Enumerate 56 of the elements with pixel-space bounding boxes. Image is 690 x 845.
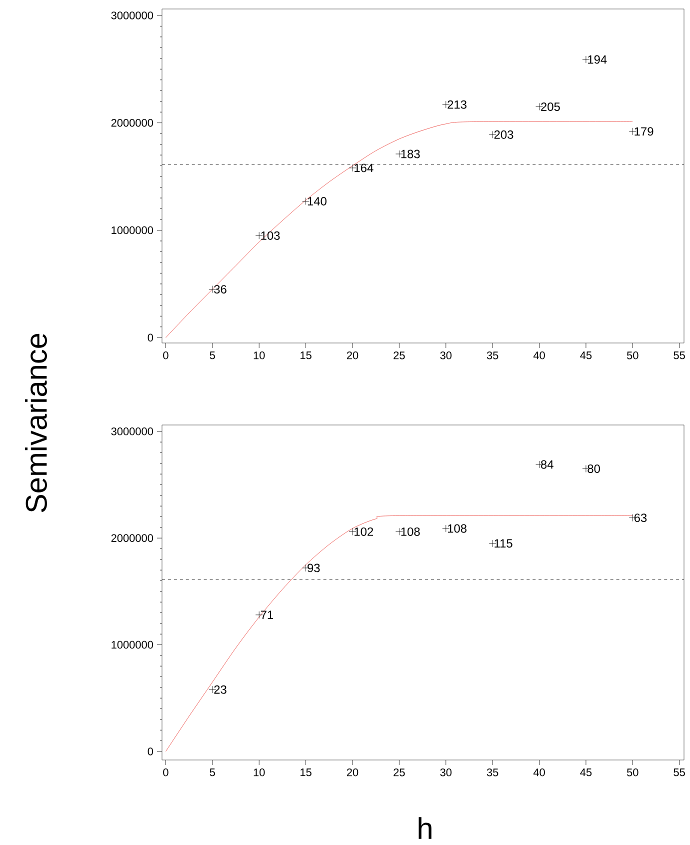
- x-axis-title: h: [418, 817, 432, 839]
- x-tick-label: 30: [440, 768, 452, 776]
- annotation: 213: [448, 100, 466, 109]
- y-tick-label: 2000000: [111, 118, 154, 127]
- x-tick-label: 10: [254, 352, 265, 360]
- annotation: 63: [634, 514, 647, 522]
- annotation: 115: [494, 539, 512, 548]
- annotation: 203: [494, 130, 514, 139]
- y-tick-label: 1000000: [112, 226, 154, 234]
- y-axis-title: Semivariance: [25, 334, 47, 512]
- x-tick-label: 55: [674, 352, 685, 360]
- annotation: 140: [308, 197, 326, 206]
- annotation: 194: [588, 55, 607, 64]
- annotation: 102: [354, 527, 374, 536]
- annotation: 179: [634, 127, 654, 136]
- x-tick-label: 5: [210, 352, 216, 360]
- x-tick-label: 50: [626, 352, 638, 360]
- annotation: 103: [261, 231, 280, 240]
- x-tick-label: 25: [394, 768, 405, 776]
- line-series: [166, 515, 633, 752]
- annotation: 36: [214, 285, 226, 294]
- x-tick-label: 15: [300, 352, 312, 360]
- annotation: 164: [354, 164, 374, 172]
- y-tick-label: 0: [148, 748, 154, 756]
- x-tick-label: 0: [163, 352, 168, 360]
- annotation: 183: [401, 150, 420, 158]
- y-tick-label: 3000000: [111, 428, 154, 436]
- x-tick-label: 35: [486, 352, 498, 360]
- y-tick-label: 2000000: [111, 534, 154, 542]
- x-tick-label: 10: [254, 768, 265, 776]
- x-tick-label: 40: [533, 352, 545, 360]
- x-tick-label: 35: [486, 768, 498, 776]
- annotation: 108: [448, 524, 466, 533]
- x-tick-label: 20: [346, 352, 358, 360]
- annotation: 84: [540, 460, 554, 469]
- annotation: 93: [308, 564, 320, 572]
- x-tick-label: 45: [580, 768, 592, 776]
- annotation: 80: [588, 464, 600, 473]
- x-tick-label: 0: [163, 768, 168, 776]
- x-tick-label: 30: [440, 352, 452, 360]
- x-tick-label: 15: [300, 768, 312, 776]
- annotation: 108: [401, 527, 420, 536]
- annotation: 205: [541, 102, 560, 111]
- x-tick-label: 50: [626, 768, 638, 776]
- y-tick-label: 0: [148, 334, 154, 342]
- y-tick-label: 3000000: [111, 12, 154, 20]
- annotation: 23: [214, 685, 226, 694]
- x-tick-label: 45: [580, 352, 592, 360]
- x-tick-label: 40: [533, 768, 545, 776]
- x-tick-label: 25: [394, 352, 405, 360]
- y-tick-label: 1000000: [112, 640, 154, 649]
- annotation: 71: [260, 610, 274, 620]
- x-tick-label: 20: [346, 768, 358, 776]
- x-tick-label: 5: [210, 768, 216, 776]
- x-tick-label: 55: [674, 768, 685, 776]
- line-series: [166, 121, 633, 338]
